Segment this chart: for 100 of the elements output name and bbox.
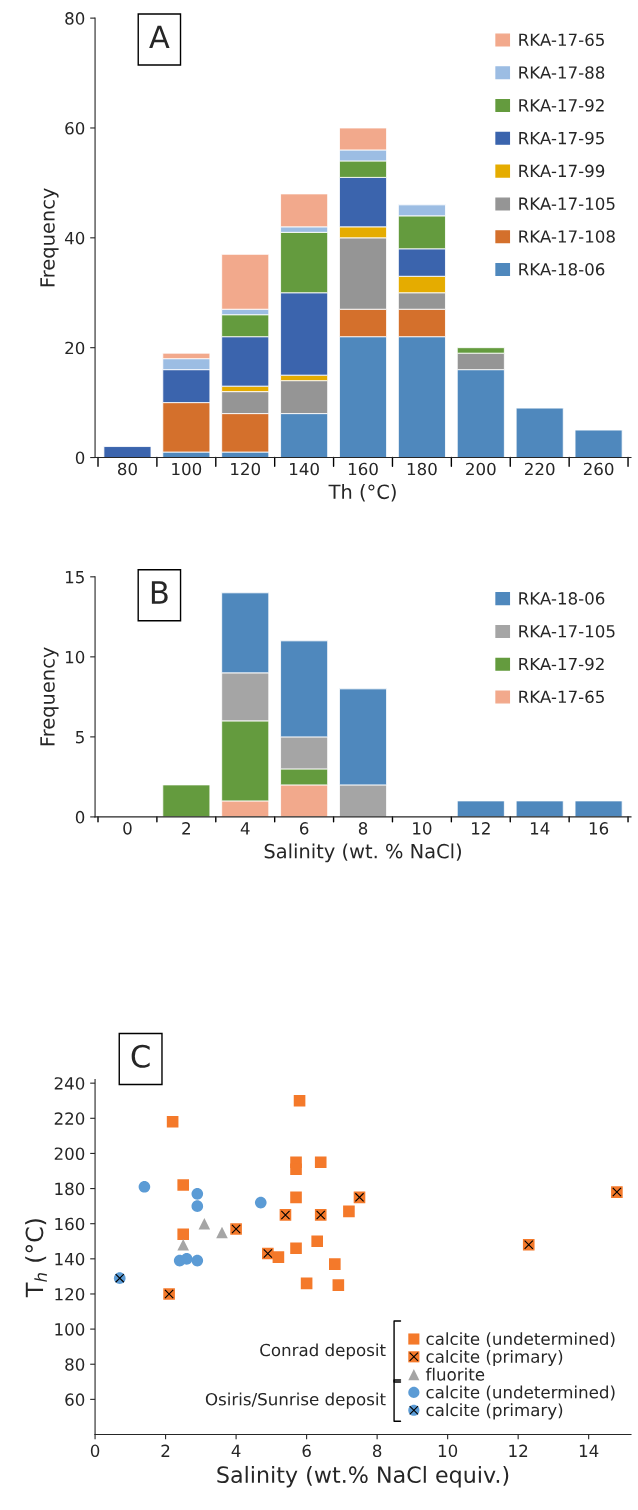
x-axis-title: Salinity (wt.% NaCl equiv.) bbox=[217, 1465, 509, 1488]
annotation: Osiris/Sunrise deposit bbox=[205, 1392, 386, 1409]
bar bbox=[574, 800, 623, 817]
y-tick-label: 140 bbox=[55, 1252, 85, 1266]
y-tick-label: 80 bbox=[65, 12, 85, 25]
y-tick-label: 10 bbox=[65, 650, 85, 664]
point bbox=[177, 1238, 190, 1251]
point bbox=[191, 1200, 204, 1212]
chart-title: C bbox=[131, 1044, 150, 1068]
y-tick-label: 200 bbox=[54, 1147, 85, 1160]
x-tick-label: 180 bbox=[407, 462, 437, 476]
y-tick-label: 220 bbox=[54, 1112, 85, 1125]
x-tick-label: 2 bbox=[161, 1444, 170, 1457]
x-tick-label: 12 bbox=[472, 822, 490, 835]
y-tick-label: 0 bbox=[75, 451, 85, 465]
legend-label: RKA-17-65 bbox=[519, 690, 604, 704]
x-tick-label: 8 bbox=[372, 1444, 382, 1458]
legend-label: RKA-17-88 bbox=[519, 66, 605, 79]
point bbox=[272, 1251, 285, 1263]
point bbox=[290, 1163, 302, 1176]
point bbox=[311, 1235, 323, 1248]
x-tick-label: 10 bbox=[438, 1444, 458, 1458]
legend-label: RKA-17-95 bbox=[519, 131, 604, 145]
y-tick-label: 100 bbox=[55, 1323, 85, 1336]
y-tick-label: 40 bbox=[64, 231, 85, 245]
point bbox=[314, 1156, 327, 1169]
point bbox=[332, 1279, 345, 1291]
y-tick-label: 5 bbox=[76, 731, 84, 744]
legend-label: RKA-17-105 bbox=[519, 624, 615, 638]
y-tick-label: 240 bbox=[54, 1077, 85, 1090]
x-tick-label: 14 bbox=[530, 822, 550, 835]
x-tick-label: 200 bbox=[466, 462, 496, 476]
legend-label: calcite (undetermined) bbox=[426, 1332, 615, 1348]
x-axis-title: Salinity (wt. % NaCl) bbox=[264, 843, 461, 863]
point bbox=[293, 1094, 306, 1107]
bar bbox=[574, 429, 623, 458]
point bbox=[177, 1179, 190, 1191]
x-tick-label: 0 bbox=[90, 1444, 100, 1458]
point bbox=[343, 1205, 355, 1218]
bar bbox=[103, 446, 152, 458]
bar bbox=[515, 407, 564, 458]
y-tick-label: 0 bbox=[75, 810, 85, 824]
legend-label: RKA-17-92 bbox=[519, 99, 604, 112]
x-tick-label: 260 bbox=[583, 462, 614, 476]
x-tick-label: 80 bbox=[117, 462, 137, 476]
x-tick-label: 8 bbox=[358, 822, 368, 835]
x-tick-label: 4 bbox=[231, 1444, 241, 1457]
y-axis-title: T$_{h}$ (°C) bbox=[25, 1219, 47, 1298]
point bbox=[254, 1196, 267, 1209]
legend-label: calcite (undetermined) bbox=[426, 1385, 615, 1401]
x-tick-label: 2 bbox=[182, 822, 190, 835]
x-tick-label: 12 bbox=[509, 1444, 528, 1457]
point bbox=[177, 1228, 190, 1241]
point bbox=[290, 1191, 302, 1204]
y-tick-label: 15 bbox=[65, 571, 84, 584]
chart-title: A bbox=[149, 25, 170, 48]
y-tick-label: 80 bbox=[65, 1358, 85, 1371]
legend-label: RKA-17-105 bbox=[519, 197, 615, 211]
x-tick-label: 16 bbox=[589, 822, 609, 835]
y-axis-title: Frequency bbox=[40, 647, 59, 746]
legend-label: calcite (primary) bbox=[426, 1403, 563, 1420]
bar bbox=[162, 784, 211, 817]
x-tick-label: 120 bbox=[231, 462, 261, 476]
x-tick-label: 6 bbox=[302, 1444, 311, 1458]
x-axis-title: Th (°C) bbox=[328, 484, 396, 502]
legend-label: calcite (primary) bbox=[426, 1349, 563, 1367]
y-tick-label: 20 bbox=[65, 341, 85, 355]
x-tick-label: 100 bbox=[172, 462, 202, 476]
point bbox=[191, 1254, 204, 1267]
x-tick-label: 10 bbox=[413, 822, 432, 835]
point bbox=[329, 1258, 341, 1270]
x-tick-label: 220 bbox=[525, 462, 555, 476]
legend-label: RKA-17-99 bbox=[519, 164, 605, 178]
y-tick-label: 60 bbox=[65, 1393, 85, 1406]
x-tick-label: 160 bbox=[348, 462, 378, 476]
x-tick-label: 14 bbox=[579, 1444, 599, 1457]
annotation: Conrad deposit bbox=[260, 1343, 386, 1360]
y-axis-title: Frequency bbox=[40, 188, 59, 287]
point bbox=[290, 1242, 302, 1255]
legend-label: RKA-18-06 bbox=[519, 262, 605, 276]
x-tick-label: 0 bbox=[123, 822, 132, 835]
chart-title: B bbox=[151, 581, 168, 604]
legend-label: RKA-17-108 bbox=[519, 230, 615, 243]
x-tick-label: 4 bbox=[240, 822, 250, 835]
y-tick-label: 160 bbox=[55, 1217, 85, 1231]
point bbox=[138, 1181, 151, 1193]
legend-label: RKA-17-92 bbox=[519, 657, 604, 671]
x-tick-label: 6 bbox=[299, 822, 309, 835]
y-tick-label: 120 bbox=[55, 1287, 85, 1301]
bar bbox=[456, 800, 505, 817]
legend-label: fluorite bbox=[425, 1367, 485, 1381]
legend-label: RKA-17-65 bbox=[519, 33, 604, 47]
y-tick-label: 60 bbox=[65, 121, 85, 135]
legend-label: RKA-18-06 bbox=[519, 592, 605, 605]
point bbox=[191, 1188, 204, 1200]
y-tick-label: 180 bbox=[55, 1182, 85, 1196]
point bbox=[166, 1116, 179, 1128]
point bbox=[300, 1277, 313, 1290]
bar bbox=[515, 800, 564, 817]
x-tick-label: 140 bbox=[290, 462, 319, 476]
